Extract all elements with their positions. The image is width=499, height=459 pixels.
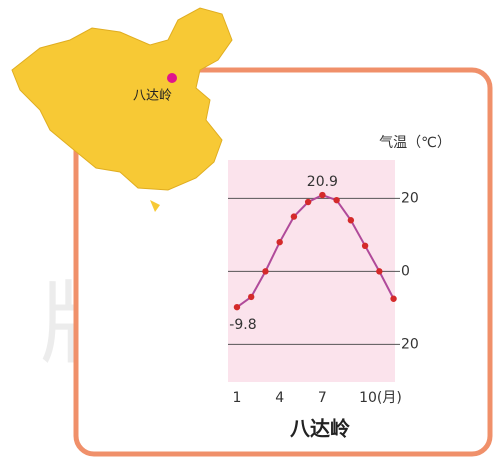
map-dot [167,73,177,83]
point [233,303,241,311]
y-tick-label: 20 [401,190,419,206]
chart-title: 八达岭 [290,417,350,441]
point [276,238,283,246]
point [304,198,312,206]
point [262,268,269,275]
point [390,295,397,302]
y-tick-label: 20 [401,336,419,352]
x-tick-label: 4 [275,390,284,406]
map-china [11,7,233,191]
point [333,196,340,204]
x-tick-label: 7 [318,390,327,406]
map-label: 八达岭 [133,89,172,104]
data-label: -9.8 [229,317,256,333]
point [248,293,255,301]
x-tick-label: 10(月) [359,390,402,406]
point [319,191,326,199]
y-axis-label: 气温（℃） [379,135,451,151]
map-island [150,200,160,212]
x-tick-label: 1 [233,390,242,406]
point [361,242,369,250]
point [347,217,355,224]
point [290,213,298,220]
data-label: 20.9 [307,174,338,190]
line [236,193,395,308]
y-tick-label: 0 [401,263,410,279]
point [376,268,383,275]
